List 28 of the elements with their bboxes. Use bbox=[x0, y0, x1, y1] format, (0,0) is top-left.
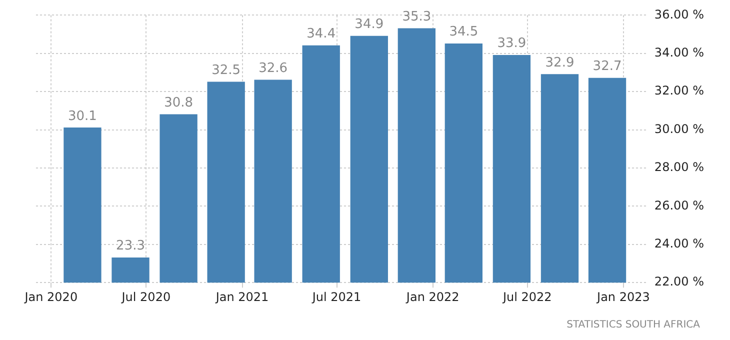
data-label: 32.9 bbox=[545, 55, 574, 70]
data-label: 34.9 bbox=[354, 17, 384, 32]
data-label: 34.4 bbox=[306, 26, 336, 42]
x-tick-label: Jan 2021 bbox=[214, 290, 269, 304]
data-label: 34.5 bbox=[449, 24, 478, 40]
y-tick-label: 26.00 % bbox=[654, 198, 704, 212]
data-label: 32.6 bbox=[258, 61, 288, 76]
x-tick-label: Jan 2022 bbox=[405, 290, 460, 304]
y-tick-label: 22.00 % bbox=[654, 274, 704, 289]
data-label: 35.3 bbox=[402, 9, 432, 24]
y-tick-label: 30.00 % bbox=[654, 122, 704, 136]
data-label: 23.3 bbox=[116, 238, 145, 254]
y-tick-label: 34.00 % bbox=[654, 46, 704, 60]
x-tick-label: Jan 2023 bbox=[596, 290, 650, 304]
data-label: 32.7 bbox=[592, 59, 622, 74]
y-tick-label: 32.00 % bbox=[654, 84, 704, 98]
x-tick-label: Jul 2022 bbox=[502, 290, 552, 304]
data-label: 32.5 bbox=[212, 62, 241, 78]
y-tick-label: 36.00 % bbox=[654, 7, 704, 22]
data-label: 30.1 bbox=[68, 108, 97, 124]
x-tick-label: Jul 2021 bbox=[311, 290, 362, 304]
data-label: 33.9 bbox=[497, 36, 526, 52]
y-tick-label: 24.00 % bbox=[654, 236, 704, 251]
x-tick-label: Jan 2020 bbox=[24, 290, 78, 304]
text: STATISTICS SOUTH AFRICA bbox=[566, 320, 700, 331]
x-tick-label: Jul 2020 bbox=[120, 290, 171, 304]
y-tick-label: 28.00 % bbox=[654, 160, 704, 174]
data-label: 30.8 bbox=[164, 95, 194, 110]
